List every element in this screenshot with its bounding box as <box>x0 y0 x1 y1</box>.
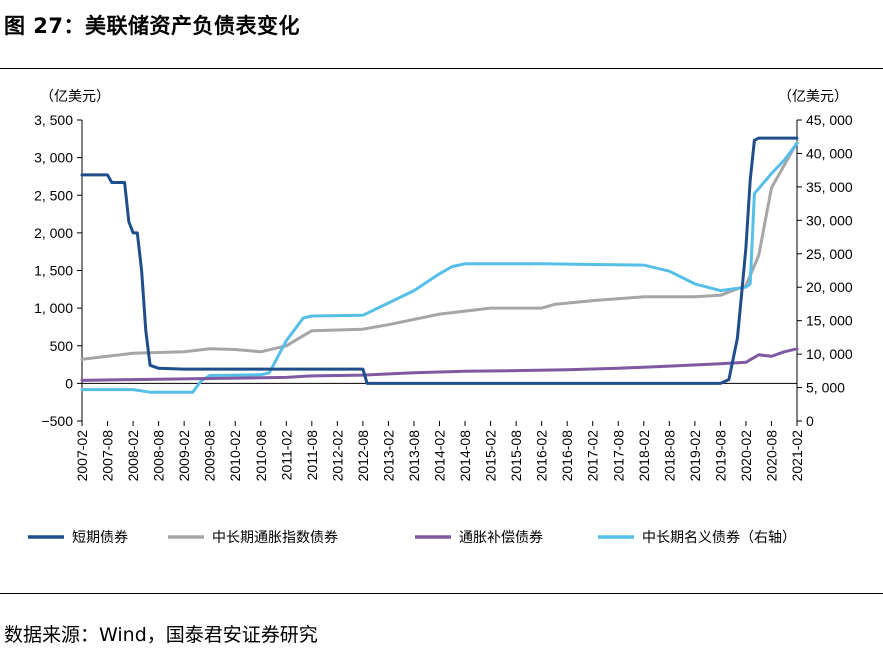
right-tick-label: 5, 000 <box>806 380 845 396</box>
x-tick-label: 2021-02 <box>789 430 805 482</box>
left-tick-label: −500 <box>41 413 73 429</box>
right-tick-label: 45, 000 <box>806 112 853 128</box>
right-tick-label: 35, 000 <box>806 179 853 195</box>
x-tick-label: 2019-08 <box>712 430 728 482</box>
left-tick-label: 1, 000 <box>34 300 73 316</box>
left-tick-label: 3, 500 <box>34 112 73 128</box>
legend-label-3: 通胀补偿债券 <box>459 530 543 546</box>
right-tick-label: 20, 000 <box>806 279 853 295</box>
x-tick-label: 2009-02 <box>176 430 192 482</box>
x-tick-label: 2009-08 <box>202 430 218 482</box>
series-line-2 <box>80 141 799 361</box>
x-tick-label: 2010-08 <box>253 430 269 482</box>
x-tick-label: 2008-08 <box>151 430 167 482</box>
x-tick-label: 2018-02 <box>636 430 652 482</box>
x-tick-label: 2007-02 <box>74 430 90 482</box>
x-tick-label: 2016-02 <box>534 430 550 482</box>
x-tick-label: 2010-02 <box>227 430 243 482</box>
left-tick-label: 3, 000 <box>34 150 73 166</box>
x-tick-label: 2017-02 <box>585 430 601 482</box>
right-tick-label: 30, 000 <box>806 212 853 228</box>
legend: 短期债券 中长期通胀指数债券 通胀补偿债券 中长期名义债券（右轴） <box>28 530 796 546</box>
x-tick-label: 2016-08 <box>559 430 575 482</box>
bottom-rule <box>0 593 883 594</box>
legend-label-4: 中长期名义债券（右轴） <box>642 530 796 546</box>
top-rule <box>0 68 883 69</box>
figure-title: 图 27：美联储资产负债表变化 <box>4 14 301 38</box>
left-axis-unit: （亿美元） <box>40 89 110 105</box>
right-axis-unit: （亿美元） <box>778 89 848 105</box>
left-tick-label: 1, 500 <box>34 263 73 279</box>
x-tick-label: 2011-08 <box>304 430 320 481</box>
series-line-4 <box>80 141 799 394</box>
x-tick-label: 2019-02 <box>687 430 703 482</box>
right-tick-label: 15, 000 <box>806 313 853 329</box>
x-tick-label: 2018-08 <box>661 430 677 482</box>
x-tick-label: 2013-02 <box>380 430 396 482</box>
x-tick-label: 2007-08 <box>100 430 116 482</box>
x-tick-label: 2014-08 <box>457 430 473 482</box>
x-tick-label: 2008-02 <box>125 430 141 482</box>
series-line-1 <box>80 136 799 385</box>
axes: −500 0 500 1, 000 1, 500 2, 000 2, 500 3, 000 3,… <box>34 112 853 481</box>
x-tick-label: 2012-08 <box>355 430 371 482</box>
chart-canvas: （亿美元） （亿美元） −500 0 500 1, 000 1, 500 2, 000 2,… <box>28 89 853 546</box>
legend-label-2: 中长期通胀指数债券 <box>212 530 338 546</box>
plot-area <box>80 136 799 394</box>
legend-label-1: 短期债券 <box>72 530 128 546</box>
right-tick-label: 25, 000 <box>806 246 853 262</box>
right-tick-label: 0 <box>806 413 814 429</box>
x-tick-label: 2013-08 <box>406 430 422 482</box>
left-tick-label: 500 <box>50 338 74 354</box>
x-tick-label: 2015-02 <box>483 430 499 482</box>
source-note: 数据来源：Wind，国泰君安证券研究 <box>4 624 318 646</box>
left-tick-label: 0 <box>65 375 73 391</box>
x-tick-label: 2012-02 <box>329 430 345 482</box>
right-tick-label: 40, 000 <box>806 145 853 161</box>
right-tick-label: 10, 000 <box>806 346 853 362</box>
x-tick-label: 2020-08 <box>763 430 779 482</box>
x-tick-label: 2015-08 <box>508 430 524 482</box>
left-tick-label: 2, 000 <box>34 225 73 241</box>
left-tick-label: 2, 500 <box>34 187 73 203</box>
series-line-3 <box>80 347 799 382</box>
x-tick-label: 2020-02 <box>738 430 754 482</box>
x-tick-label: 2011-02 <box>278 430 294 481</box>
x-tick-label: 2014-02 <box>432 430 448 482</box>
x-tick-label: 2017-08 <box>610 430 626 482</box>
